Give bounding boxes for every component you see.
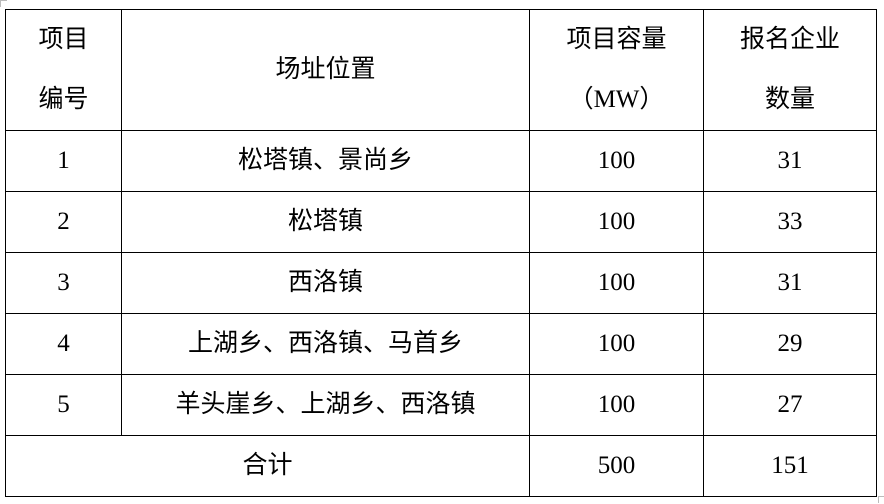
table-row: 3 西洛镇 100 31 <box>5 252 877 314</box>
table-row: 5 羊头崖乡、上湖乡、西洛镇 100 27 <box>5 374 877 436</box>
cell-capacity: 100 <box>529 130 704 192</box>
table-row: 4 上湖乡、西洛镇、马首乡 100 29 <box>5 313 877 375</box>
table-corner-mark <box>0 0 7 7</box>
cell-bidders: 31 <box>703 130 877 192</box>
table-row: 2 松塔镇 100 33 <box>5 191 877 253</box>
cell-bidders: 27 <box>703 374 877 436</box>
cell-id: 4 <box>5 313 122 375</box>
cell-bidders: 31 <box>703 252 877 314</box>
cell-id: 3 <box>5 252 122 314</box>
total-row: 合计 500 151 <box>5 435 877 497</box>
cell-id: 1 <box>5 130 122 192</box>
cell-capacity: 100 <box>529 374 704 436</box>
header-bidders-line2: 数量 <box>764 86 815 113</box>
cell-id: 5 <box>5 374 122 436</box>
cell-bidders: 33 <box>703 191 877 253</box>
cell-location: 松塔镇、景尚乡 <box>121 130 530 192</box>
header-id: 项目 编号 <box>5 9 122 131</box>
table-row: 1 松塔镇、景尚乡 100 31 <box>5 130 877 192</box>
header-capacity: 项目容量 （MW） <box>529 9 704 131</box>
cell-location: 上湖乡、西洛镇、马首乡 <box>121 313 530 375</box>
cell-capacity: 100 <box>529 313 704 375</box>
total-capacity: 500 <box>529 435 704 497</box>
header-row: 项目编号 场址位置 项目容量 （MW） 报名企业数量 <box>5 9 877 131</box>
total-bidders: 151 <box>703 435 877 497</box>
cell-location: 西洛镇 <box>121 252 530 314</box>
header-id-line1: 项目 <box>38 26 89 53</box>
cell-capacity: 100 <box>529 191 704 253</box>
header-location: 场址位置 <box>121 9 530 131</box>
table-corner-mark <box>878 496 884 503</box>
cell-location: 羊头崖乡、上湖乡、西洛镇 <box>121 374 530 436</box>
header-bidders-line1: 报名企业 <box>739 26 840 53</box>
cell-location: 松塔镇 <box>121 191 530 253</box>
header-bidders: 报名企业 数量 <box>703 9 877 131</box>
total-label: 合计 <box>5 435 530 497</box>
cell-bidders: 29 <box>703 313 877 375</box>
project-table: 项目编号 场址位置 项目容量 （MW） 报名企业数量 1 松塔镇、景尚乡 100 … <box>5 9 877 497</box>
header-capacity-line1: 项目容量 <box>566 26 667 53</box>
header-capacity-line2: （MW） <box>568 86 665 113</box>
cell-capacity: 100 <box>529 252 704 314</box>
cell-id: 2 <box>5 191 122 253</box>
header-id-line2: 编号 <box>38 86 89 113</box>
